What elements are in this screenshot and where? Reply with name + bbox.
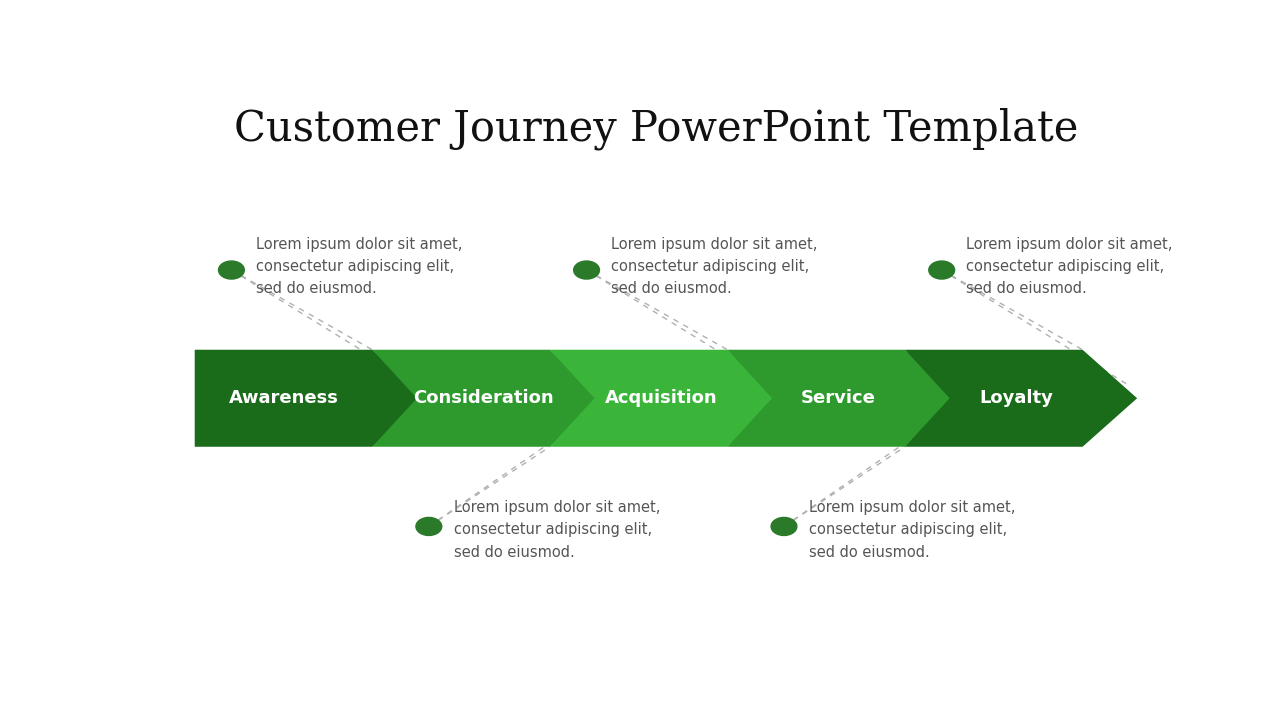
Circle shape	[416, 518, 442, 536]
Polygon shape	[905, 350, 1137, 446]
Circle shape	[771, 518, 797, 536]
Text: Service: Service	[801, 390, 876, 408]
Polygon shape	[727, 350, 960, 446]
Text: Lorem ipsum dolor sit amet,
consectetur adipiscing elit,
sed do eiusmod.: Lorem ipsum dolor sit amet, consectetur …	[809, 500, 1015, 559]
Text: Awareness: Awareness	[229, 390, 338, 408]
Polygon shape	[195, 350, 426, 446]
Circle shape	[929, 261, 955, 279]
Text: Consideration: Consideration	[413, 390, 554, 408]
Text: Acquisition: Acquisition	[604, 390, 717, 408]
Text: Lorem ipsum dolor sit amet,
consectetur adipiscing elit,
sed do eiusmod.: Lorem ipsum dolor sit amet, consectetur …	[453, 500, 660, 559]
Circle shape	[219, 261, 244, 279]
Text: Loyalty: Loyalty	[979, 390, 1053, 408]
Polygon shape	[550, 350, 782, 446]
Text: Lorem ipsum dolor sit amet,
consectetur adipiscing elit,
sed do eiusmod.: Lorem ipsum dolor sit amet, consectetur …	[256, 237, 462, 296]
Polygon shape	[372, 350, 604, 446]
Text: Customer Journey PowerPoint Template: Customer Journey PowerPoint Template	[234, 107, 1078, 150]
Circle shape	[573, 261, 599, 279]
Text: Lorem ipsum dolor sit amet,
consectetur adipiscing elit,
sed do eiusmod.: Lorem ipsum dolor sit amet, consectetur …	[612, 237, 818, 296]
Text: Lorem ipsum dolor sit amet,
consectetur adipiscing elit,
sed do eiusmod.: Lorem ipsum dolor sit amet, consectetur …	[966, 237, 1172, 296]
